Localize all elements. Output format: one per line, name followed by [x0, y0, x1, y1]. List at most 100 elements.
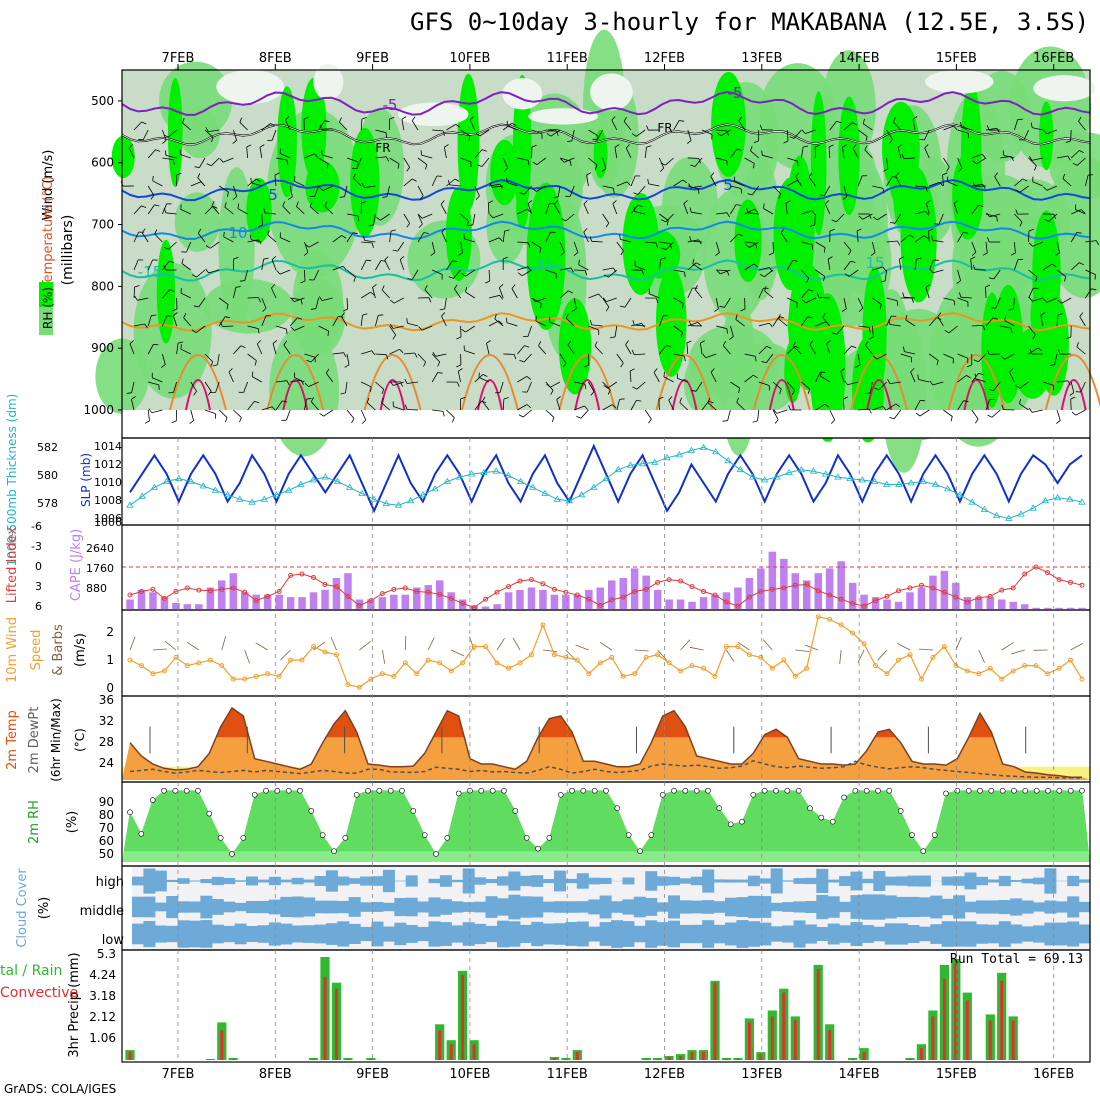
wind10m-point: [1022, 663, 1028, 669]
wind-barb: [960, 296, 972, 299]
wind-barb: [304, 353, 316, 358]
wind-barb-flag: [691, 389, 697, 392]
wind-barb-flag: [1080, 209, 1086, 214]
wind10m-point: [666, 660, 672, 666]
cloud-cell: [554, 901, 566, 913]
precip-conv-bar: [575, 1052, 579, 1060]
wind-barb: [275, 157, 287, 161]
cloud-cell: [850, 871, 863, 891]
precip-panel-frame: [121, 949, 1091, 1063]
cloud-cell: [348, 923, 361, 944]
wind-barb-flag: [259, 144, 265, 148]
wind-barb: [625, 344, 632, 355]
rh2m-point: [297, 787, 303, 794]
cloud-cell: [896, 923, 909, 945]
wind-barb-flag: [792, 260, 798, 262]
wind-barb: [1070, 398, 1072, 411]
wind-barb: [991, 409, 1001, 418]
wind-barb-flag: [161, 364, 166, 368]
wind-barb: [578, 264, 589, 271]
wind-barb-flag: [840, 368, 845, 372]
cloud-cell: [656, 876, 669, 886]
wind-barb-flag: [942, 172, 948, 176]
lifted-index-point: [1022, 571, 1028, 577]
wind10m-barb: [737, 641, 750, 651]
lifted-index-point: [184, 585, 190, 591]
wind10m-barb: [918, 648, 933, 651]
precip-conv-bar: [220, 1030, 224, 1060]
wind-barb: [389, 231, 392, 243]
wind-barb-flag: [300, 280, 306, 284]
cloud-level-label: high: [96, 875, 124, 890]
wind-barb-flag: [432, 351, 437, 357]
wind-barb: [446, 123, 457, 131]
wind-barb-flag: [475, 195, 480, 200]
wind-barb-flag: [851, 345, 857, 349]
wind-barb: [536, 185, 546, 192]
wind-barb-flag: [442, 411, 445, 417]
wind-barb: [588, 293, 599, 299]
cloud-cell: [234, 880, 247, 882]
cloud-cell: [713, 924, 726, 944]
lifted-index-point: [827, 592, 833, 598]
wind-barb-flag: [820, 371, 822, 377]
wind-barb-flag: [249, 234, 252, 240]
wind-barb-flag: [679, 120, 685, 122]
cape-bar: [321, 589, 329, 609]
wind-barb-flag: [208, 390, 212, 396]
wind-barb: [488, 183, 500, 187]
wind-barb: [154, 233, 163, 243]
cloud-cell: [633, 896, 646, 918]
cloud-cell: [930, 924, 943, 944]
wind-barb-flag: [397, 163, 400, 169]
wind-barb-flag: [452, 417, 455, 423]
cape-bar: [562, 594, 570, 609]
wind-barb-flag: [418, 326, 423, 331]
wind-barb-flag: [589, 319, 593, 326]
cape-bar: [803, 580, 811, 609]
cloud-cell: [930, 895, 943, 919]
wind-barb: [545, 409, 555, 418]
wind-barb: [856, 231, 859, 243]
wind-barb-flag: [447, 179, 451, 186]
wind-barb-flag: [852, 144, 857, 149]
rh2m-point: [625, 832, 632, 838]
wind-barb: [147, 149, 156, 159]
thickness-point: [956, 491, 964, 498]
wind-barb: [411, 269, 419, 280]
wind-barb: [502, 231, 505, 243]
wind-barb: [372, 287, 376, 299]
wind-barb: [612, 203, 618, 215]
wind-barb-flag: [134, 295, 138, 301]
wind-barb: [843, 122, 853, 131]
cloud-cell: [291, 896, 304, 918]
wind-barb: [957, 297, 969, 303]
x-tick-bottom: 7FEB: [162, 1067, 195, 1082]
wind10m-point: [907, 652, 913, 658]
wind-barb-flag: [632, 320, 635, 326]
rh2m-point: [965, 787, 972, 794]
wind-barb-flag: [418, 223, 423, 228]
cloud-cell: [371, 921, 384, 947]
wind-barb-flag: [697, 322, 702, 327]
wind-barb: [691, 185, 703, 189]
upper-air-y-tick: 600: [91, 156, 114, 170]
rh2m-point: [263, 787, 269, 794]
cloud-cell: [1055, 901, 1068, 913]
wind-barb-flag: [290, 297, 295, 302]
wind-barb-flag: [437, 372, 443, 374]
wind-barb-flag: [326, 163, 329, 169]
cape-bar: [860, 594, 868, 609]
wind-barb: [403, 213, 411, 224]
wind-barb: [559, 290, 569, 299]
wind10m-point: [402, 660, 408, 666]
wind-barb: [943, 409, 953, 417]
wind-barb: [346, 213, 358, 217]
wind-barb-flag: [1062, 173, 1066, 179]
wind-barb-flag: [325, 368, 330, 374]
cloud-cell: [770, 902, 783, 912]
wind10m-point: [574, 657, 580, 663]
lifted-index-point: [792, 582, 798, 588]
cloud-cell: [702, 900, 715, 914]
wind10m-point: [391, 673, 397, 679]
